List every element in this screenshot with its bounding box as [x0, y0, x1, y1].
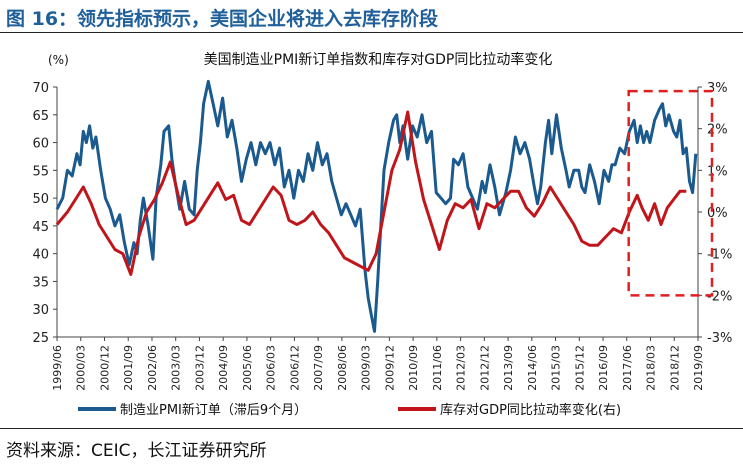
- right-tick-label: -2%: [707, 289, 732, 304]
- chart-title: 美国制造业PMI新订单指数和库存对GDP同比拉动率变化: [204, 51, 553, 68]
- x-tick-label: 2002/06: [146, 345, 159, 391]
- left-tick-label: 25: [32, 331, 49, 346]
- source-note: 资料来源：CEIC，长江证券研究所: [6, 441, 267, 461]
- figure-title: 图 16：领先指标预示，美国企业将进入去库存阶段: [6, 8, 439, 30]
- right-tick-label: -3%: [707, 331, 732, 346]
- left-tick-label: 65: [32, 109, 49, 124]
- x-tick-label: 2004/09: [217, 345, 230, 391]
- x-tick-label: 2007/09: [312, 345, 325, 391]
- x-tick-label: 2001/09: [122, 345, 135, 391]
- axes: 25 30 35 40 45 50 55 60 65 70 -3% -2% -1% 0% 1% 2% 3% 199…: [32, 81, 732, 391]
- x-tick-label: 2010/09: [407, 345, 420, 391]
- x-tick-label: 2008/06: [336, 345, 349, 391]
- left-tick-label: 50: [32, 192, 49, 207]
- x-tick-label: 2005/06: [241, 345, 254, 391]
- left-tick-label: 45: [32, 220, 49, 235]
- x-tick-label: 2006/03: [265, 345, 278, 391]
- x-tick-label: 2015/12: [573, 345, 586, 391]
- x-tick-label: 2017/06: [621, 345, 634, 391]
- right-tick-label: 2%: [707, 123, 728, 138]
- x-tick-label: 2009/03: [360, 345, 373, 391]
- highlight-box: [627, 89, 714, 297]
- inventory-contribution-line: [55, 110, 687, 276]
- title-rule: [0, 32, 743, 33]
- x-tick-label: 2018/03: [645, 345, 658, 391]
- source-rule: [0, 428, 743, 429]
- x-tick-label: 2000/12: [98, 345, 111, 391]
- x-tick-label: 2013/09: [502, 345, 515, 391]
- x-tick-label: 1999/06: [51, 345, 64, 391]
- x-tick-label: 2014/06: [526, 345, 539, 391]
- right-tick-label: -1%: [707, 248, 732, 263]
- x-tick-label: 2016/09: [597, 345, 610, 391]
- x-tick-label: 2000/03: [75, 345, 88, 391]
- legend-label-pmi: 制造业PMI新订单（滞后9个月）: [120, 402, 307, 418]
- x-tick-label: 2012/03: [455, 345, 468, 391]
- left-tick-label: 60: [32, 137, 49, 152]
- x-tick-label: 2009/12: [383, 345, 396, 391]
- x-tick-label: 2012/12: [478, 345, 491, 391]
- right-tick-label: 3%: [707, 81, 728, 96]
- x-tick-label: 2018/12: [668, 345, 681, 391]
- legend: 制造业PMI新订单（滞后9个月） 库存对GDP同比拉动率变化(右): [78, 402, 621, 418]
- x-tick-label: 2015/03: [550, 345, 563, 391]
- left-tick-label: 40: [32, 248, 49, 263]
- x-tick-label: 2019/09: [692, 345, 705, 391]
- x-tick-label: 2003/03: [170, 345, 183, 391]
- x-tick-label: 2011/06: [431, 345, 444, 391]
- pmi-new-orders-line: [55, 79, 698, 333]
- left-tick-label: 30: [32, 303, 49, 318]
- x-tick-label: 2003/12: [193, 345, 206, 391]
- right-tick-label: 0%: [707, 206, 728, 221]
- left-tick-label: 70: [32, 81, 49, 96]
- right-tick-label: 1%: [707, 164, 728, 179]
- left-tick-label: 35: [32, 275, 49, 290]
- left-tick-label: 55: [32, 164, 49, 179]
- x-tick-label: 2006/12: [288, 345, 301, 391]
- left-axis-unit: (%): [48, 53, 69, 67]
- legend-label-inventory: 库存对GDP同比拉动率变化(右): [440, 402, 621, 418]
- series-lines: [55, 79, 698, 333]
